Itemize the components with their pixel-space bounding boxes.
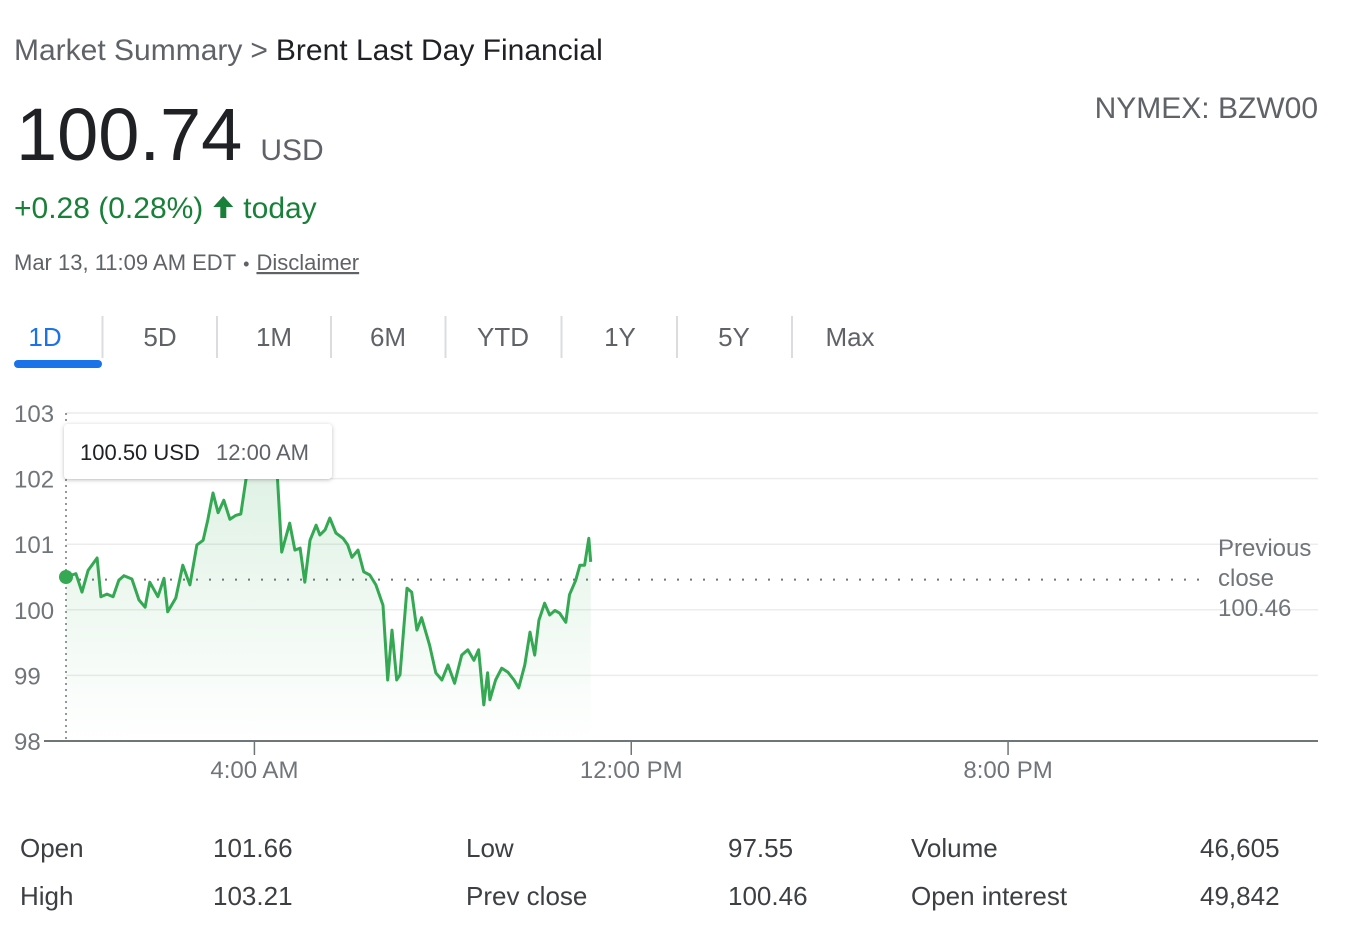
stat-label: Prev close [466,881,587,911]
stat-label: Low [466,833,514,863]
stat-value: 46,605 [1200,833,1280,863]
stat-value: 97.55 [728,833,793,863]
y-tick-label: 102 [14,467,54,494]
range-tab[interactable]: 6M [370,322,406,352]
previous-close-value: 100.46 [1218,595,1292,622]
active-tab-indicator [14,360,102,368]
currency: USD [260,134,323,167]
stat-value: 103.21 [213,881,293,911]
tooltip-currency: USD [153,440,199,465]
range-tab[interactable]: 1Y [604,322,636,352]
change-period: today [243,192,316,225]
stat-value: 101.66 [213,833,293,863]
separator-dot: • [243,254,249,274]
price-change: +0.28 (0.28%) [14,192,203,225]
x-tick-label: 12:00 PM [580,757,683,784]
price-line [65,428,593,707]
exchange-symbol: NYMEX: BZW00 [1095,92,1318,125]
x-tick-label: 4:00 AM [210,757,298,784]
stat-label: High [20,881,73,911]
up-arrow-icon [213,196,234,218]
stat-value: 100.46 [728,881,808,911]
tooltip-text: 100.50 USD [80,440,200,465]
range-tab[interactable]: 1M [256,322,292,352]
range-tab[interactable]: 5Y [718,322,750,352]
breadcrumb-separator: > [250,34,268,67]
tooltip-value: 100.50 [80,440,147,465]
stat-label: Open interest [911,881,1068,911]
range-tab[interactable]: YTD [477,322,529,352]
timestamp: Mar 13, 11:09 AM EDT [14,250,236,275]
stat-value: 49,842 [1200,881,1280,911]
hover-point [59,570,73,584]
y-tick-label: 98 [14,729,41,756]
y-tick-label: 100 [14,598,54,625]
tooltip-box [64,424,332,479]
range-tab[interactable]: 1D [28,322,61,352]
price: 100.74 [16,93,242,176]
range-tab[interactable]: Max [825,322,874,352]
y-tick-label: 99 [14,663,41,690]
previous-close-text: Previous close [1218,535,1312,592]
tooltip-time: 12:00 AM [216,440,309,465]
price-area [66,430,591,741]
breadcrumb-root[interactable]: Market Summary [14,34,242,67]
previous-close-label: Previous close 100.46 [1218,534,1328,624]
stat-label: Volume [911,833,998,863]
page-title: Brent Last Day Financial [276,34,603,67]
stat-label: Open [20,833,84,863]
range-tab[interactable]: 5D [143,322,176,352]
y-tick-label: 101 [14,532,54,559]
y-tick-label: 103 [14,401,54,428]
x-tick-label: 8:00 PM [963,757,1052,784]
disclaimer-link[interactable]: Disclaimer [256,250,359,275]
